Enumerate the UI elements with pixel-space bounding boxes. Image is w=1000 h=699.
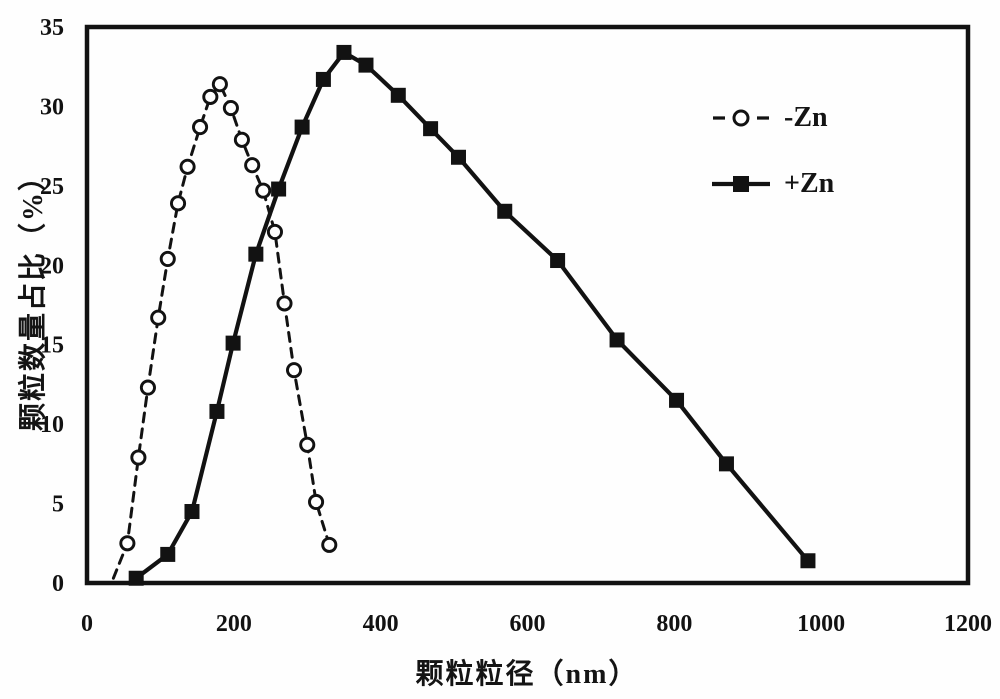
x-tick-label-0: 0: [81, 611, 93, 637]
series-0-zn-point-124: [169, 195, 187, 212]
x-tick-label-800: 800: [656, 611, 692, 637]
legend-label-plus-zn: +Zn: [784, 168, 835, 199]
series-1-zn-point-982: [800, 553, 816, 569]
series-1-zn-point-199: [225, 335, 241, 351]
series-1-zn-point-322: [315, 71, 331, 87]
dashed-line-open-circle-icon: [713, 109, 769, 127]
series-0-zn-point-137: [179, 158, 196, 175]
series-1-zn-point-350: [336, 44, 352, 60]
series-0-zn-point-168: [202, 88, 219, 105]
plot-border: [84, 24, 971, 586]
y-tick-label-15: 15: [40, 333, 64, 359]
series-0-zn-line: [111, 82, 331, 580]
y-tick-label-5: 5: [52, 492, 64, 518]
series-1-zn-point-506: [450, 149, 466, 165]
series-0-zn-point-312: [308, 493, 325, 511]
series-1-zn-point-569: [497, 203, 513, 219]
series-0-zn-point-282: [285, 362, 303, 379]
series-0-zn-point-181: [211, 76, 228, 93]
x-tick-label-600: 600: [510, 611, 546, 637]
series-1-zn-point-230: [248, 246, 264, 262]
series-1-zn-point-641: [550, 253, 566, 269]
series-1-zn-point-177: [209, 403, 225, 419]
series-0-zn-point-70: [130, 449, 147, 466]
series-1-zn-point-261: [271, 181, 287, 197]
series-1-zn-point-803: [669, 392, 685, 408]
series-0-zn-point-110: [159, 250, 176, 267]
series-0-zn-point-300: [299, 436, 316, 453]
series-0-zn-point-330: [321, 536, 338, 553]
legend-label-minus-zn: -Zn: [784, 102, 828, 133]
series-0-zn-point-196: [222, 99, 239, 117]
y-tick-label-10: 10: [40, 412, 64, 438]
y-tick-label-25: 25: [40, 174, 64, 200]
series-0-zn-point-240: [255, 182, 272, 199]
series-0-zn-point-256: [266, 223, 283, 240]
y-tick-label-20: 20: [40, 253, 64, 279]
x-tick-label-1000: 1000: [797, 611, 845, 637]
series-1-zn-point-468: [423, 121, 439, 137]
y-tick-label-35: 35: [40, 15, 64, 41]
series-0-zn-point-83: [139, 379, 156, 396]
series-1-zn-line: [134, 50, 811, 581]
series-1-zn-point-110: [160, 546, 176, 562]
series-0-zn-point-97: [150, 309, 167, 326]
y-axis-title: 颗粒数量占比（%）: [18, 161, 49, 432]
series-0-zn-point-55: [119, 535, 136, 552]
series-1-zn-point-871: [718, 456, 734, 472]
solid-line-filled-square-icon: [712, 176, 770, 192]
y-tick-label-0: 0: [52, 571, 64, 597]
series-0-zn-point-269: [276, 295, 293, 312]
series-0-zn-point-211: [233, 131, 250, 148]
series-1-zn-point-722: [609, 332, 625, 348]
legend: -Zn +Zn: [712, 102, 834, 200]
series-1-zn-point-67: [128, 570, 144, 586]
series-0-zn-point-225: [244, 157, 261, 174]
series-1-zn-point-143: [184, 504, 200, 520]
series-1-zn-point-380: [358, 57, 374, 73]
legend-item-plus-zn: +Zn: [712, 168, 834, 200]
x-axis-title: 颗粒粒径（nm）: [415, 659, 639, 690]
x-tick-label-200: 200: [216, 611, 252, 637]
y-tick-label-30: 30: [40, 94, 64, 120]
x-tick-label-400: 400: [363, 611, 399, 637]
x-tick-label-1200: 1200: [944, 611, 992, 637]
series-1-zn-point-293: [294, 119, 310, 135]
legend-item-minus-zn: -Zn: [712, 102, 834, 134]
series-0-zn-point-154: [192, 119, 209, 136]
series-1-zn-point-424: [390, 87, 406, 103]
